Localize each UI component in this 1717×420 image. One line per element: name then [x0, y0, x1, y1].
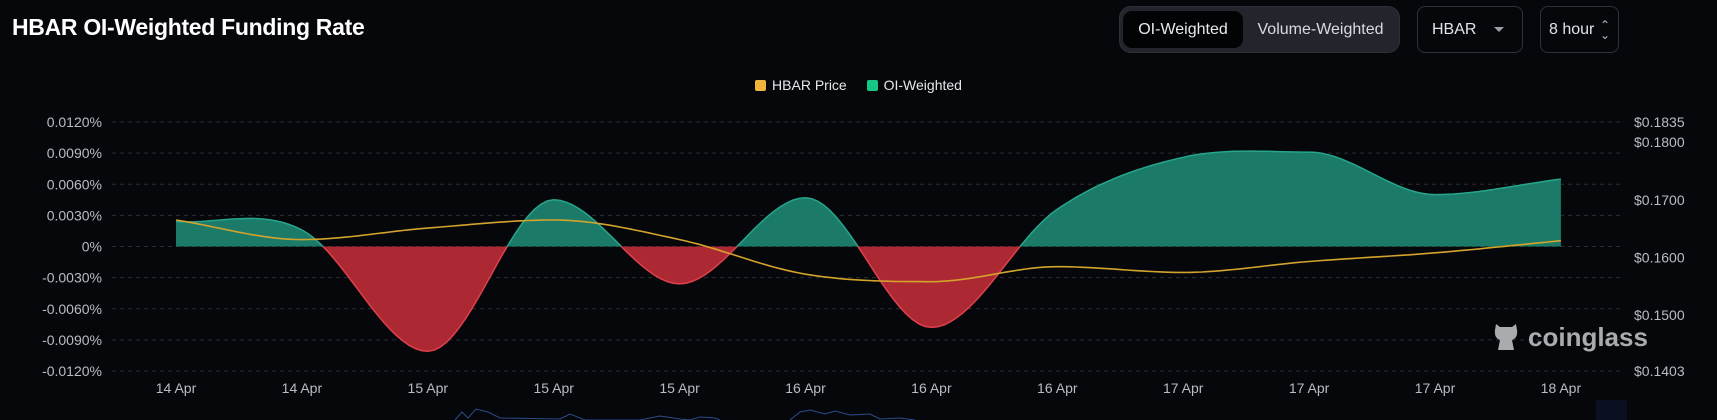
y-right-tick-label: $0.1835 — [1634, 114, 1685, 130]
y-left-tick-label: -0.0120% — [42, 363, 102, 379]
chevron-down-icon — [1494, 27, 1504, 32]
y-left-tick-label: -0.0030% — [42, 270, 102, 286]
y-left-tick-label: 0.0060% — [47, 176, 102, 192]
weighting-toggle: OI-Weighted Volume-Weighted — [1119, 6, 1400, 53]
tab-volume-weighted[interactable]: Volume-Weighted — [1257, 21, 1384, 38]
y-right-tick-label: $0.1700 — [1634, 192, 1685, 208]
y-right-tick-label: $0.1403 — [1634, 363, 1685, 379]
navigator-handle — [1596, 400, 1627, 420]
y-left-tick-label: 0.0030% — [47, 207, 102, 223]
oi-weighted-positive-line — [175, 150, 1561, 247]
x-tick-label: 14 Apr — [282, 380, 323, 396]
legend-item-price[interactable]: HBAR Price — [755, 77, 847, 93]
y-right-tick-label: $0.1500 — [1634, 307, 1685, 323]
y-right-tick-label: $0.1600 — [1634, 249, 1685, 265]
y-left-tick-label: 0% — [82, 239, 102, 255]
legend-item-oi[interactable]: OI-Weighted — [866, 77, 962, 93]
oi-weighted-positive-area — [176, 151, 1561, 247]
interval-value: 8 hour — [1549, 21, 1595, 38]
x-tick-label: 17 Apr — [1289, 380, 1330, 396]
y-right-tick-label: $0.1800 — [1634, 134, 1685, 150]
x-tick-label: 17 Apr — [1163, 380, 1204, 396]
x-tick-label: 15 Apr — [408, 380, 449, 396]
legend-swatch-price — [755, 79, 767, 91]
oi-weighted-negative-area — [176, 246, 1561, 352]
x-tick-label: 15 Apr — [659, 380, 700, 396]
legend-label: OI-Weighted — [883, 77, 962, 93]
y-left-tick-label: 0.0090% — [47, 145, 102, 161]
y-left-tick-label: 0.0120% — [47, 114, 102, 130]
up-down-chevron-icon: ⌃ ⌄ — [1599, 18, 1610, 42]
watermark-text: coinglass — [1528, 321, 1648, 352]
navigator-series — [454, 408, 916, 420]
x-tick-label: 15 Apr — [533, 380, 574, 396]
x-tick-label: 16 Apr — [911, 380, 952, 396]
interval-select[interactable]: 8 hour ⌃ ⌄ — [1540, 6, 1619, 53]
x-tick-label: 14 Apr — [156, 380, 197, 396]
y-left-tick-label: -0.0060% — [42, 301, 102, 317]
x-tick-label: 18 Apr — [1541, 380, 1582, 396]
legend-swatch-oi — [866, 79, 878, 91]
tab-oi-weighted[interactable]: OI-Weighted — [1123, 11, 1243, 48]
coinglass-watermark: coinglass — [1490, 320, 1648, 354]
legend-label: HBAR Price — [772, 77, 847, 93]
hbar-price-line — [175, 219, 1561, 283]
symbol-value: HBAR — [1432, 21, 1477, 38]
oi-weighted-negative-line — [321, 246, 1022, 353]
x-tick-label: 16 Apr — [785, 380, 826, 396]
y-left-tick-label: -0.0090% — [42, 332, 102, 348]
chart-legend: HBAR Price OI-Weighted — [0, 77, 1717, 94]
page-title: HBAR OI-Weighted Funding Rate — [12, 14, 365, 40]
symbol-select[interactable]: HBAR — [1417, 6, 1523, 53]
x-tick-label: 17 Apr — [1415, 380, 1456, 396]
x-tick-label: 16 Apr — [1037, 380, 1078, 396]
coinglass-logo-icon — [1494, 324, 1518, 350]
